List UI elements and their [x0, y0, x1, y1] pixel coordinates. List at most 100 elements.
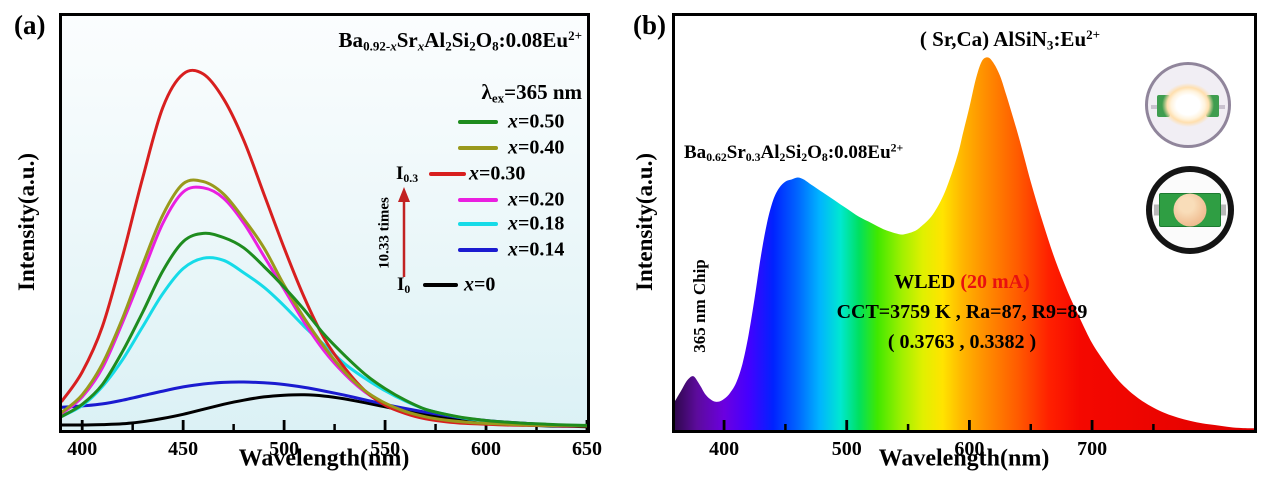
- rich-text-segment: I: [396, 163, 404, 184]
- rich-text-segment: 0.62: [706, 150, 727, 164]
- x-tick-label: 450: [168, 438, 199, 460]
- emission-curve-0.14: [62, 380, 587, 428]
- x-tick-label: 400: [67, 438, 98, 460]
- panel-b-chip-label: 365 nm Chip: [690, 259, 709, 353]
- panel-a-x-axis-title: Wavelength(nm): [238, 445, 410, 472]
- x-tick-label: 550: [370, 438, 401, 460]
- rich-text-segment: =0: [474, 273, 496, 296]
- rich-text-segment: x: [508, 188, 518, 211]
- rich-text-segment: Sr: [396, 28, 418, 52]
- panel-a-chart: [62, 68, 587, 430]
- rich-text-segment: 2+: [1086, 26, 1101, 42]
- x-tick-label: 400: [709, 438, 740, 460]
- legend-label: x=0.20: [508, 189, 564, 212]
- legend-item: x=0.14: [390, 237, 590, 263]
- legend-swatch: [429, 172, 466, 176]
- panel-b-red-phosphor-label: ( Sr,Ca) AlSiN3:Eu2+: [855, 27, 1165, 52]
- phosphor-dome: [1173, 193, 1207, 227]
- legend-label: x=0.40: [508, 137, 564, 160]
- rich-text-segment: x: [464, 273, 474, 296]
- panel-a-excitation-label: λex=365 nm: [390, 80, 582, 105]
- panel-b-y-axis-title: Intensity(a.u.): [632, 152, 657, 292]
- legend-label: x=0: [464, 274, 495, 297]
- rich-text-segment: 2: [469, 38, 476, 54]
- wled-current-line: WLED (20 mA): [772, 267, 1152, 297]
- legend-swatch: [458, 222, 498, 226]
- rich-text-segment: x: [469, 162, 479, 185]
- panel-b-chart: [675, 57, 1254, 430]
- panel-a-y-axis-title: Intensity(a.u.): [14, 152, 39, 292]
- legend-swatch: [458, 120, 498, 124]
- rich-text-segment: (20 mA): [960, 271, 1030, 293]
- solder-tab-left: [1154, 204, 1162, 216]
- x-tick-label: 500: [269, 438, 300, 460]
- rich-text-segment: :0.08Eu: [498, 28, 569, 52]
- rich-text-segment: 8: [492, 38, 499, 54]
- rich-text-segment: 2: [801, 150, 808, 164]
- legend-item: x=0.40: [390, 135, 590, 161]
- rich-text-segment: 0.92-: [363, 38, 391, 54]
- rich-text-segment: =0.14: [518, 238, 565, 261]
- rich-text-segment: O: [807, 142, 822, 163]
- panel-a-plot-area: [59, 13, 590, 433]
- rich-text-segment: λ: [481, 80, 492, 104]
- legend-label: x=0.30: [469, 163, 525, 186]
- panel-b-blue-phosphor-label: Ba0.62Sr0.3Al2Si2O8:0.08Eu2+: [684, 142, 903, 164]
- rich-text-segment: 2+: [568, 27, 582, 43]
- rich-text-segment: 0.3: [403, 171, 419, 185]
- rich-text-segment: x: [508, 110, 518, 133]
- lead-pin-left: [1151, 105, 1157, 109]
- fold-increase-arrow: [398, 187, 410, 277]
- rich-text-segment: ex: [491, 90, 505, 106]
- rich-text-segment: O: [475, 28, 493, 52]
- legend-item: I0.3 x=0.30: [390, 161, 590, 187]
- rich-text-segment: =365 nm: [504, 80, 582, 104]
- x-tick-label: 600: [954, 438, 985, 460]
- rich-text-segment: I: [397, 274, 405, 295]
- wled-cct-line: CCT=3759 K , Ra=87, R9=89: [836, 301, 1088, 323]
- rich-text-segment: Si: [785, 142, 802, 163]
- rich-text-segment: x: [417, 38, 425, 54]
- rich-text-segment: 0.3: [745, 150, 761, 164]
- rich-text-segment: Ba: [684, 142, 707, 163]
- legend-swatch: [423, 283, 458, 287]
- rich-text-segment: 0: [404, 282, 411, 296]
- rich-text-segment: x: [508, 212, 518, 235]
- legend-prefix: I0: [397, 274, 410, 296]
- legend-swatch: [458, 248, 498, 252]
- rich-text-segment: ( Sr,Ca) AlSiN: [919, 27, 1047, 51]
- solder-tab-right: [1218, 204, 1226, 216]
- rich-text-segment: :0.08Eu: [827, 142, 891, 163]
- rich-text-segment: Si: [451, 28, 470, 52]
- panel-b-wled-annotation: WLED (20 mA) CCT=3759 K , Ra=87, R9=89 (…: [772, 267, 1152, 357]
- legend-item: x=0.50: [390, 109, 590, 135]
- rich-text-segment: Al: [424, 28, 446, 52]
- legend-swatch: [458, 146, 498, 150]
- rich-text-segment: =0.50: [518, 110, 565, 133]
- panel-a-label: (a): [14, 10, 46, 40]
- rich-text-segment: 2+: [890, 141, 904, 155]
- rich-text-segment: =0.40: [518, 136, 565, 159]
- rich-text-segment: 2: [445, 38, 452, 54]
- legend-label: x=0.50: [508, 111, 564, 134]
- rich-text-segment: 3: [1046, 37, 1054, 53]
- legend-item: I0 x=0: [390, 272, 590, 298]
- rich-text-segment: x: [508, 238, 518, 261]
- legend-item: x=0.20: [390, 187, 590, 213]
- legend-prefix: I0.3: [396, 163, 418, 185]
- x-tick-label: 600: [471, 438, 502, 460]
- rich-text-segment: x: [390, 38, 397, 54]
- panel-b-label: (b): [633, 10, 666, 40]
- emission-curve-0.50: [62, 231, 587, 427]
- rich-text-segment: =0.20: [518, 188, 565, 211]
- legend-label: x=0.14: [508, 239, 564, 262]
- rich-text-segment: Al: [760, 142, 780, 163]
- rich-text-segment: :Eu: [1053, 27, 1087, 51]
- x-tick-label: 650: [572, 438, 602, 460]
- led-glow: [1162, 83, 1214, 127]
- wled-spectrum-area: [675, 57, 1254, 430]
- panel-b-x-axis-title: Wavelength(nm): [878, 445, 1050, 472]
- legend-swatch: [458, 198, 498, 202]
- wled-lit-photo: [1145, 62, 1231, 148]
